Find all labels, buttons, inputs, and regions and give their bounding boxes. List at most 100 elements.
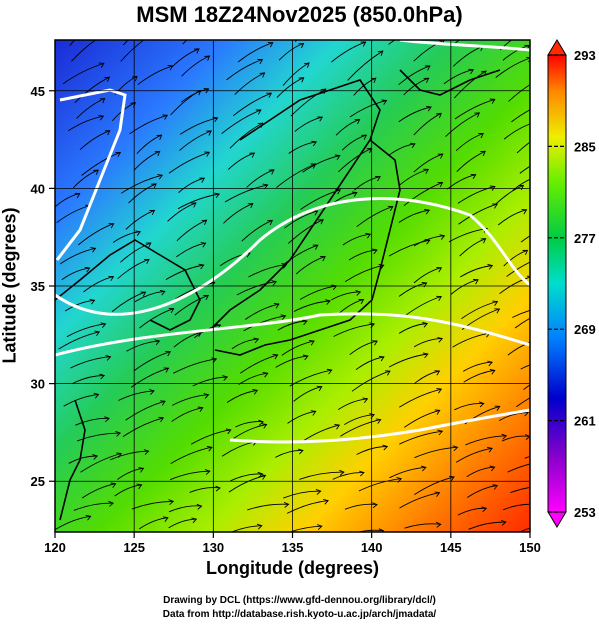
- streamline: [358, 478, 402, 492]
- streamline-arrow: [437, 429, 444, 436]
- streamline-arrow: [145, 242, 152, 248]
- streamline: [58, 331, 100, 350]
- streamline: [398, 323, 428, 334]
- streamline-arrow: [203, 88, 210, 94]
- streamline: [275, 355, 308, 368]
- streamline-arrow: [301, 319, 308, 326]
- streamline: [233, 424, 267, 439]
- streamline: [293, 300, 331, 312]
- streamline: [337, 398, 368, 410]
- streamline: [286, 500, 329, 514]
- streamline: [138, 517, 169, 530]
- streamline-arrow: [99, 97, 106, 104]
- streamline: [227, 152, 255, 170]
- streamline: [300, 189, 341, 210]
- streamline: [454, 98, 495, 120]
- streamline-arrow: [90, 247, 97, 253]
- streamline: [341, 134, 367, 151]
- streamline: [76, 98, 105, 119]
- streamline: [458, 203, 498, 225]
- streamline: [128, 183, 157, 204]
- streamline: [524, 455, 530, 459]
- streamline-arrow: [325, 299, 331, 305]
- streamline: [59, 247, 96, 265]
- streamline-arrow: [382, 444, 389, 451]
- streamline: [62, 63, 104, 85]
- streamline: [125, 400, 166, 421]
- colorbar-tick-label: 285: [574, 139, 596, 154]
- streamline: [114, 484, 142, 497]
- streamline: [466, 466, 495, 478]
- streamline-arrow: [474, 112, 481, 118]
- streamline-arrow: [384, 370, 391, 376]
- y-axis: 25 30 35 40 45: [31, 84, 55, 489]
- streamline-arrow: [387, 205, 394, 212]
- streamline-arrow: [316, 524, 323, 531]
- streamline-arrow: [203, 294, 210, 301]
- streamline-arrow: [206, 446, 213, 452]
- streamline-arrow: [375, 175, 381, 182]
- streamline: [453, 70, 487, 99]
- streamline-arrow: [266, 92, 273, 98]
- streamline-arrow: [311, 140, 317, 147]
- streamline-arrow: [261, 423, 268, 429]
- streamline: [413, 40, 445, 62]
- streamline-arrow: [140, 291, 147, 297]
- streamline: [462, 361, 493, 372]
- streamline-arrow: [259, 72, 266, 78]
- streamline: [302, 155, 340, 173]
- streamline: [176, 242, 206, 258]
- streamline: [181, 55, 210, 77]
- streamline: [83, 276, 114, 293]
- streamline-arrow: [198, 263, 205, 270]
- streamline-arrow: [212, 116, 219, 123]
- streamline: [177, 193, 220, 210]
- streamline: [454, 402, 484, 411]
- streamline-arrow: [267, 42, 274, 48]
- streamline: [243, 315, 286, 332]
- streamline-arrow: [157, 174, 164, 180]
- streamline: [342, 233, 371, 246]
- streamline: [64, 299, 95, 312]
- streamline: [503, 249, 528, 267]
- streamline: [246, 169, 275, 188]
- streamline: [56, 205, 91, 223]
- streamline-arrow: [162, 114, 169, 120]
- streamline-arrow: [105, 354, 112, 361]
- streamline-arrow: [494, 405, 501, 411]
- streamline-arrow: [326, 368, 333, 375]
- streamline: [456, 150, 486, 173]
- streamline-arrow: [258, 419, 264, 426]
- streamline-arrow: [424, 65, 431, 71]
- streamline-arrow: [84, 266, 91, 273]
- streamline-arrow: [154, 339, 161, 346]
- temperature-contours: [55, 40, 530, 444]
- streamline-arrow: [424, 238, 431, 245]
- streamline-arrow: [158, 416, 165, 423]
- streamline-arrow: [156, 134, 163, 140]
- streamline: [78, 223, 114, 246]
- streamline-arrow: [500, 519, 507, 526]
- streamline-arrow: [436, 388, 443, 394]
- streamline: [169, 470, 210, 481]
- streamline: [399, 388, 442, 408]
- streamline-arrow: [434, 409, 441, 415]
- x-tick-label: 130: [202, 540, 224, 555]
- streamline-arrow: [334, 424, 341, 430]
- streamline: [512, 178, 530, 191]
- streamline: [404, 523, 441, 529]
- streamline: [331, 291, 361, 301]
- streamline-arrow: [480, 238, 487, 244]
- streamline-arrow: [165, 350, 172, 357]
- streamline-arrow: [420, 465, 427, 472]
- streamline: [248, 264, 287, 278]
- streamline-arrow: [190, 202, 197, 208]
- streamline: [288, 525, 322, 532]
- streamline: [351, 370, 391, 392]
- streamline-arrow: [481, 506, 488, 513]
- streamline-arrow: [151, 183, 157, 189]
- streamline: [516, 397, 530, 408]
- y-tick-label: 35: [31, 279, 45, 294]
- streamline-arrow: [262, 183, 269, 190]
- streamline: [519, 165, 530, 174]
